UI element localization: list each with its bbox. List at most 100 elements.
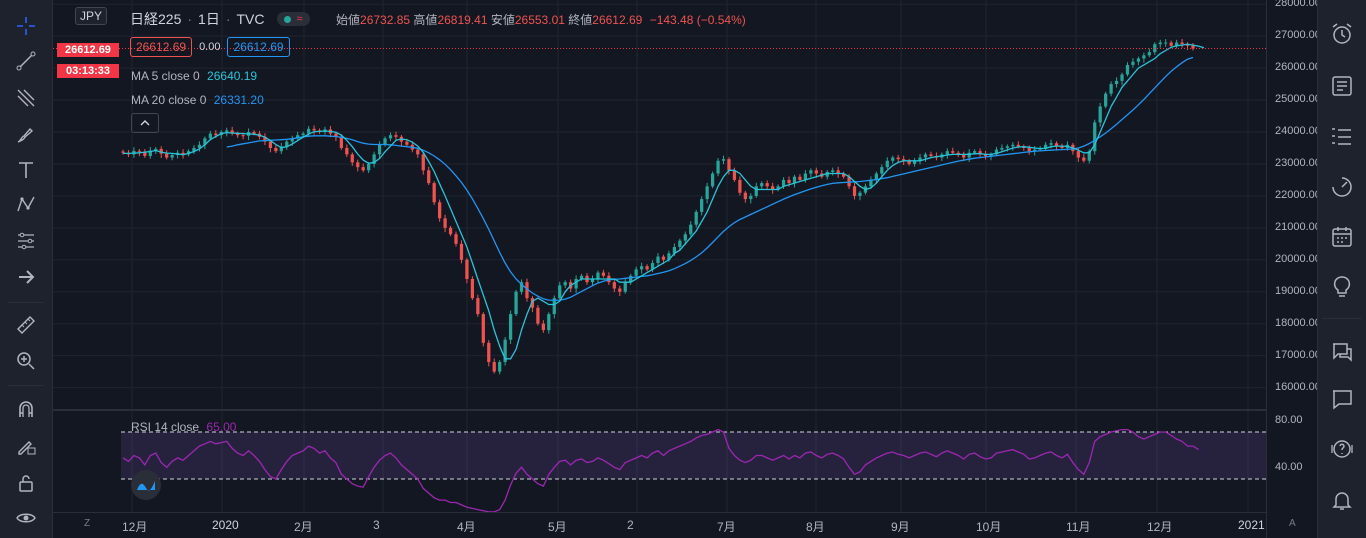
pitchfork-tool[interactable] xyxy=(10,84,42,112)
candle-body xyxy=(268,141,273,148)
right-widget-toolbar xyxy=(1317,0,1366,538)
candle-body xyxy=(776,186,780,190)
calendar-icon xyxy=(1332,227,1352,247)
watchlist-button[interactable] xyxy=(1326,121,1358,153)
candle-body xyxy=(377,144,382,155)
auto-scale-button[interactable]: A xyxy=(1289,518,1296,529)
candle-body xyxy=(989,154,993,156)
candle-body xyxy=(508,314,513,340)
ma20-line xyxy=(226,56,1194,302)
log-scale-button[interactable]: Z xyxy=(84,518,91,529)
candle-body xyxy=(771,186,775,190)
collapse-legend-button[interactable] xyxy=(131,113,159,133)
zoom-in-tool[interactable] xyxy=(10,347,42,375)
crosshair-tool[interactable] xyxy=(10,12,42,40)
candle-body xyxy=(137,150,142,152)
candle-body xyxy=(421,154,425,171)
currency-badge[interactable]: JPY xyxy=(75,7,108,25)
forecast-tool[interactable] xyxy=(10,227,42,255)
help-button[interactable] xyxy=(1326,433,1358,465)
candle-body xyxy=(825,171,829,177)
help-icon xyxy=(1331,440,1353,458)
notifications-button[interactable] xyxy=(1326,484,1358,516)
candle-body xyxy=(596,272,600,279)
candle-body xyxy=(388,135,393,139)
candle-body xyxy=(225,130,229,132)
candle-body xyxy=(983,154,988,156)
tradingview-logo[interactable] xyxy=(131,470,161,500)
candle-body xyxy=(962,154,966,158)
time-axis-label: 7月 xyxy=(717,520,736,534)
candle-body xyxy=(339,136,343,148)
candle-body xyxy=(208,133,212,139)
candle-body xyxy=(547,314,551,331)
text-tool[interactable] xyxy=(10,156,42,184)
arrow-tool[interactable] xyxy=(10,263,42,291)
sell-button[interactable]: 26612.69 xyxy=(130,37,193,57)
ma20-legend[interactable]: MA 20 close 0 26331.20 xyxy=(131,93,264,107)
lock-drawing-tool[interactable] xyxy=(10,432,42,460)
alerts-button[interactable] xyxy=(1326,18,1358,50)
candle-body xyxy=(645,266,649,270)
ruler-tool[interactable] xyxy=(10,311,42,339)
ma5-legend[interactable]: MA 5 close 0 26640.19 xyxy=(131,69,257,83)
change-value: −143.48 (−0.54%) xyxy=(649,13,746,27)
candle-body xyxy=(1109,84,1113,94)
symbol-header[interactable]: 日経225 · 1日 · TVC ≈ xyxy=(130,9,310,29)
candle-body xyxy=(639,266,644,270)
candle-body xyxy=(525,282,529,299)
magnet-tool[interactable] xyxy=(10,396,42,424)
candle-body xyxy=(902,159,906,161)
candle-body xyxy=(716,160,720,174)
rsi-axis-40: 40.00 xyxy=(1275,461,1303,473)
lock-tool[interactable] xyxy=(10,469,42,497)
trend-line-tool[interactable] xyxy=(10,47,42,75)
rsi-legend[interactable]: RSI 14 close 65.00 xyxy=(131,420,236,434)
candle-body xyxy=(1104,93,1108,107)
candle-body xyxy=(1169,42,1173,46)
brush-tool[interactable] xyxy=(10,121,42,149)
open-value: 26732.85 xyxy=(360,13,411,27)
visibility-tool[interactable] xyxy=(10,504,42,532)
candle-body xyxy=(487,342,491,363)
brush-icon xyxy=(17,127,34,143)
pattern-tool[interactable] xyxy=(10,191,42,219)
price-axis-label: 25000.00 xyxy=(1275,93,1321,106)
candle-body xyxy=(831,170,835,172)
market-status-badge[interactable]: ≈ xyxy=(276,12,310,26)
candle-body xyxy=(629,275,633,283)
arrow-icon xyxy=(19,270,35,284)
candle-body xyxy=(197,144,202,148)
candle-body xyxy=(416,149,420,155)
candle-body xyxy=(1114,80,1119,85)
ideas-button[interactable] xyxy=(1326,271,1358,303)
candle-body xyxy=(579,275,584,279)
time-axis-label: 12月 xyxy=(122,520,148,534)
candle-body xyxy=(1000,147,1004,150)
candle-body xyxy=(634,269,638,276)
chat-button[interactable] xyxy=(1326,336,1358,368)
candle-body xyxy=(552,298,556,315)
ma20-name: MA 20 close 0 xyxy=(131,93,207,107)
price-axis-label: 18000.00 xyxy=(1275,316,1321,329)
candle-body xyxy=(312,128,316,131)
candle-body xyxy=(519,282,524,292)
chart-canvas[interactable] xyxy=(53,0,1267,538)
pane-separator[interactable] xyxy=(53,409,1267,411)
symbol-interval[interactable]: 1日 xyxy=(198,11,220,27)
candle-body xyxy=(967,152,971,158)
time-axis-label: 2月 xyxy=(294,520,313,534)
price-axis-label: 19000.00 xyxy=(1275,284,1321,297)
news-button[interactable] xyxy=(1326,70,1358,102)
time-axis-label: 2 xyxy=(627,518,634,532)
chart-area[interactable] xyxy=(53,0,1267,538)
candle-body xyxy=(236,133,240,136)
streams-button[interactable] xyxy=(1326,383,1358,415)
candle-body xyxy=(465,259,469,279)
calendar-button[interactable] xyxy=(1326,221,1358,253)
symbol-name[interactable]: 日経225 xyxy=(130,11,182,27)
candle-body xyxy=(476,298,480,315)
buy-button[interactable]: 26612.69 xyxy=(227,37,290,57)
history-button[interactable] xyxy=(1326,171,1358,203)
price-axis-label: 17000.00 xyxy=(1275,348,1321,361)
